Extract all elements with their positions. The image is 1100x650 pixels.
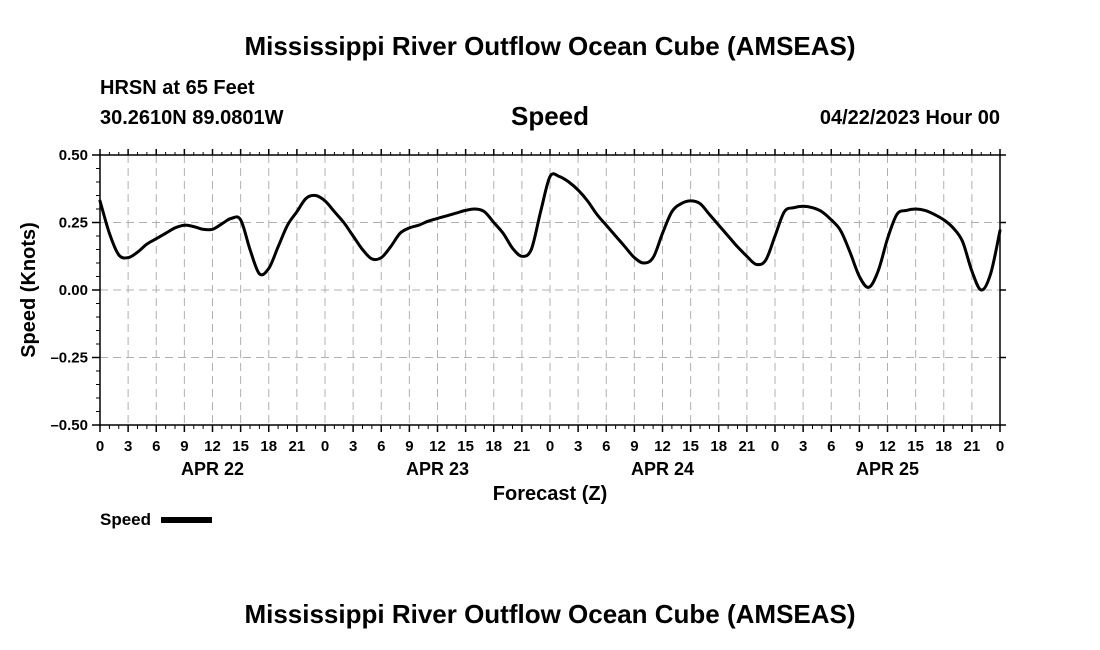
x-tick-label: 3 (349, 438, 357, 455)
x-tick-label: 0 (996, 438, 1004, 455)
date-label: APR 24 (631, 459, 694, 479)
x-tick-label: 9 (630, 438, 638, 455)
x-tick-label: 6 (827, 438, 835, 455)
x-tick-label: 15 (907, 438, 924, 455)
x-tick-label: 9 (855, 438, 863, 455)
x-tick-label: 18 (710, 438, 727, 455)
x-tick-label: 18 (260, 438, 277, 455)
label-layer: 0 3 6 9 12 15 18 21 0 3 6 9 12 15 18 21 0 3 6 9 12 15 18 21 0 3 6 9… (50, 147, 1004, 479)
y-axis-label: Speed (Knots) (18, 222, 40, 358)
x-tick-label: 21 (739, 438, 756, 455)
x-tick-label: 12 (429, 438, 446, 455)
x-tick-label: 15 (232, 438, 249, 455)
y-tick-label: –0.50 (50, 417, 88, 434)
x-tick-label: 18 (935, 438, 952, 455)
x-tick-label: 15 (682, 438, 699, 455)
legend-swatch (161, 517, 212, 523)
x-tick-label: 12 (204, 438, 221, 455)
x-tick-label: 0 (96, 438, 104, 455)
x-tick-label: 21 (964, 438, 981, 455)
x-tick-label: 12 (879, 438, 896, 455)
y-tick-label: –0.25 (50, 350, 88, 367)
x-tick-label: 15 (457, 438, 474, 455)
x-tick-label: 6 (602, 438, 610, 455)
plot-frame (99, 154, 1001, 426)
x-tick-label: 0 (771, 438, 779, 455)
x-tick-label: 6 (377, 438, 385, 455)
x-axis-label: Forecast (Z) (493, 483, 607, 505)
x-tick-label: 21 (514, 438, 531, 455)
date-label: APR 22 (181, 459, 244, 479)
x-tick-label: 0 (546, 438, 554, 455)
x-tick-label: 3 (799, 438, 807, 455)
y-tick-label: 0.25 (59, 215, 88, 232)
x-tick-label: 12 (654, 438, 671, 455)
y-tick-label: 0.00 (59, 282, 88, 299)
grid-layer (100, 155, 1000, 425)
station-label: HRSN at 65 Feet (100, 77, 255, 99)
chart-title-bottom: Mississippi River Outflow Ocean Cube (AM… (244, 599, 856, 629)
y-tick-label: 0.50 (59, 147, 88, 164)
x-tick-label: 0 (321, 438, 329, 455)
x-tick-label: 3 (574, 438, 582, 455)
x-tick-label: 6 (152, 438, 160, 455)
legend-label: Speed (100, 510, 151, 529)
series-line-speed (98, 172, 1002, 292)
x-tick-label: 21 (289, 438, 306, 455)
x-tick-label: 18 (485, 438, 502, 455)
series-layer (98, 172, 1002, 292)
x-tick-label: 9 (180, 438, 188, 455)
datetime-label: 04/22/2023 Hour 00 (819, 107, 1000, 129)
date-label: APR 25 (856, 459, 919, 479)
x-tick-label: 3 (124, 438, 132, 455)
location-label: 30.2610N 89.0801W (100, 107, 284, 129)
date-label: APR 23 (406, 459, 469, 479)
x-tick-label: 9 (405, 438, 413, 455)
plot-title: Speed (510, 101, 590, 131)
chart-title-top: Mississippi River Outflow Ocean Cube (AM… (244, 31, 856, 61)
